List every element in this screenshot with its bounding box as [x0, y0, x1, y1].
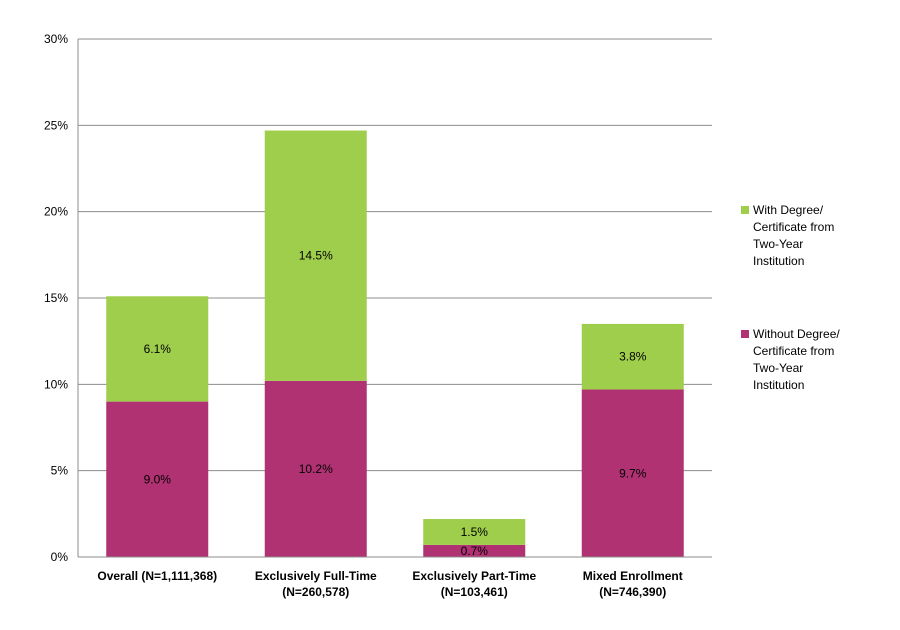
legend-label: With Degree/ [753, 203, 824, 217]
y-tick-label: 25% [44, 118, 68, 132]
data-label: 3.8% [619, 350, 647, 364]
x-tick-label: (N=260,578) [282, 585, 349, 599]
data-label: 6.1% [144, 342, 172, 356]
legend-label: Institution [753, 378, 804, 392]
bar-segment [581, 389, 684, 557]
x-tick-label: (N=746,390) [599, 585, 666, 599]
y-tick-label: 0% [51, 550, 69, 564]
bar-segment [423, 544, 526, 557]
y-tick-label: 5% [51, 464, 69, 478]
y-tick-label: 10% [44, 377, 68, 391]
bar-segment [106, 296, 209, 402]
x-tick-label: Exclusively Full-Time [255, 569, 377, 583]
legend-label: Certificate from [753, 220, 834, 234]
data-label: 0.7% [461, 544, 489, 558]
bar-segment [581, 323, 684, 390]
data-label: 1.5% [461, 525, 489, 539]
x-tick-label: Exclusively Part-Time [412, 569, 536, 583]
legend-swatch [741, 330, 749, 338]
data-label: 10.2% [299, 462, 333, 476]
data-label: 14.5% [299, 249, 333, 263]
legend-label: Without Degree/ [753, 327, 840, 341]
x-tick-label: (N=103,461) [441, 585, 508, 599]
y-tick-label: 20% [44, 205, 68, 219]
x-tick-label: Mixed Enrollment [583, 569, 683, 583]
x-tick-label: Overall (N=1,111,368) [97, 569, 217, 583]
bar-segment [106, 401, 209, 557]
legend-label: Two-Year [753, 237, 803, 251]
bar-segment [264, 380, 367, 557]
y-tick-label: 15% [44, 291, 68, 305]
bar-segment [423, 519, 526, 545]
data-label: 9.0% [144, 472, 172, 486]
legend-label: Certificate from [753, 344, 834, 358]
legend-swatch [741, 206, 749, 214]
data-label: 9.7% [619, 466, 647, 480]
legend-label: Two-Year [753, 361, 803, 375]
bar-segment [264, 130, 367, 381]
legend-label: Institution [753, 254, 804, 268]
y-tick-label: 30% [44, 32, 68, 46]
